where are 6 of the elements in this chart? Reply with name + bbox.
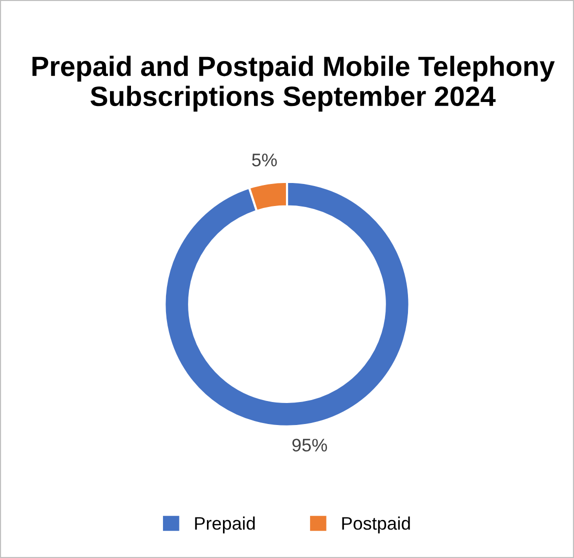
chart-title: Prepaid and Postpaid Mobile Telephony Subscriptions September 2024: [32, 56, 555, 112]
data-label: 95%: [292, 438, 328, 452]
legend-label: Prepaid: [195, 516, 255, 534]
legend-label: Postpaid: [342, 516, 410, 534]
data-label: 5%: [252, 154, 277, 166]
donut-slice: [164, 180, 410, 428]
